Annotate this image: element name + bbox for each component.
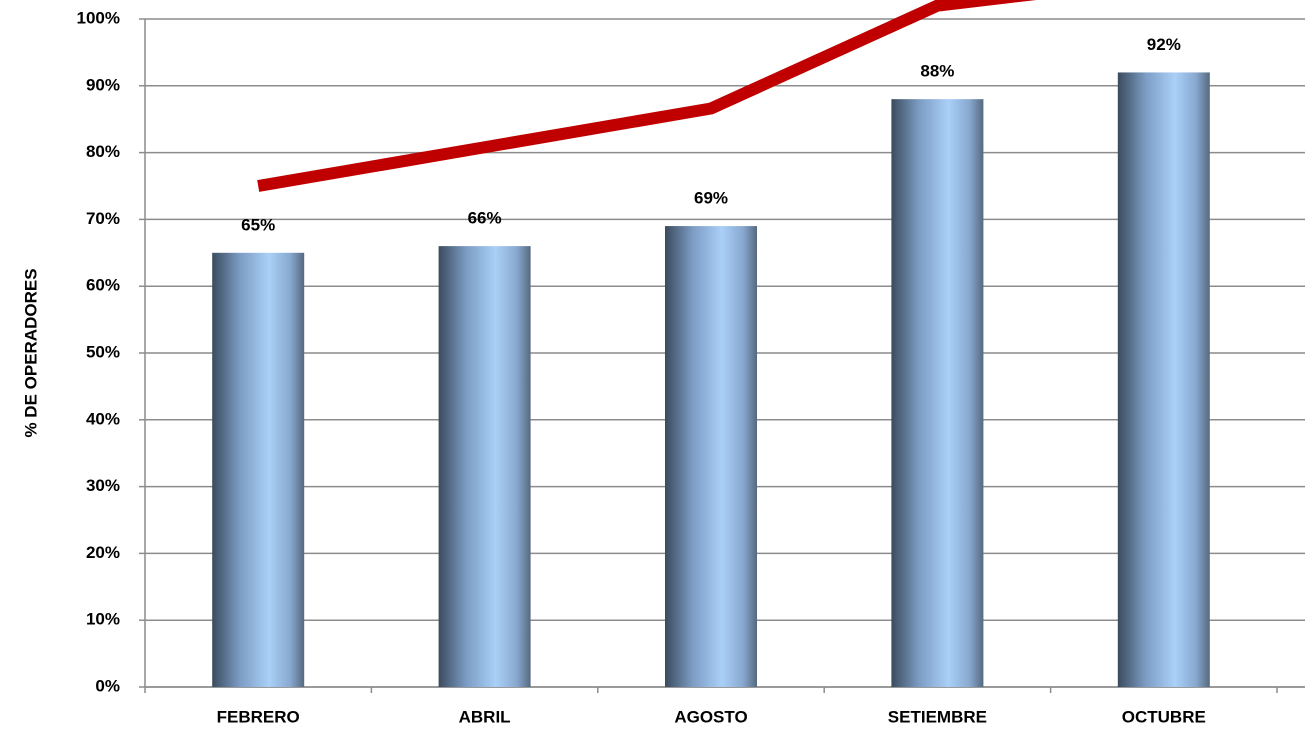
bar	[438, 246, 531, 687]
y-tick-label: 10%	[86, 610, 120, 629]
bar	[891, 99, 984, 687]
y-tick-label: 20%	[86, 543, 120, 562]
y-tick-label: 0%	[95, 676, 120, 695]
y-tick-label: 100%	[77, 8, 120, 27]
line-series	[257, 0, 1037, 192]
x-tick-label: AGOSTO	[674, 707, 747, 726]
plot-area	[212, 0, 1210, 688]
y-tick-label: 60%	[86, 276, 120, 295]
data-label: 65%	[241, 215, 275, 234]
data-label: 92%	[1147, 35, 1181, 54]
data-label: 69%	[694, 189, 728, 208]
data-label: 88%	[920, 62, 954, 81]
y-tick-label: 30%	[86, 476, 120, 495]
x-tick-label: FEBRERO	[217, 707, 300, 726]
y-tick-label: 40%	[86, 409, 120, 428]
bar	[665, 226, 757, 687]
y-tick-label: 90%	[86, 75, 120, 94]
x-tick-label: SETIEMBRE	[888, 707, 987, 726]
y-tick-label: 80%	[86, 142, 120, 161]
y-tick-label: 70%	[86, 209, 120, 228]
y-tick-label: 50%	[86, 342, 120, 361]
bar	[1117, 72, 1210, 687]
x-tick-label: ABRIL	[459, 707, 511, 726]
bar	[212, 252, 305, 688]
data-label: 66%	[468, 209, 502, 228]
y-axis-title: % DE OPERADORES	[21, 268, 40, 437]
x-tick-label: OCTUBRE	[1122, 707, 1206, 726]
